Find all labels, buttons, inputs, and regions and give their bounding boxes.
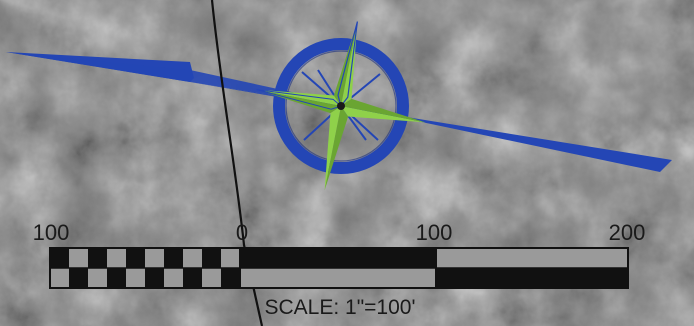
scale-label-zero: 0 xyxy=(236,220,248,245)
scale-bar: 100 0 100 200 SCALE: 1"=100' xyxy=(33,220,646,319)
compass-rose-icon xyxy=(256,21,426,191)
scale-label-right: 200 xyxy=(609,220,646,245)
road-line xyxy=(210,0,264,326)
scale-label-left: 100 xyxy=(33,220,70,245)
scale-label-mid: 100 xyxy=(416,220,453,245)
scale-caption: SCALE: 1"=100' xyxy=(265,296,416,319)
